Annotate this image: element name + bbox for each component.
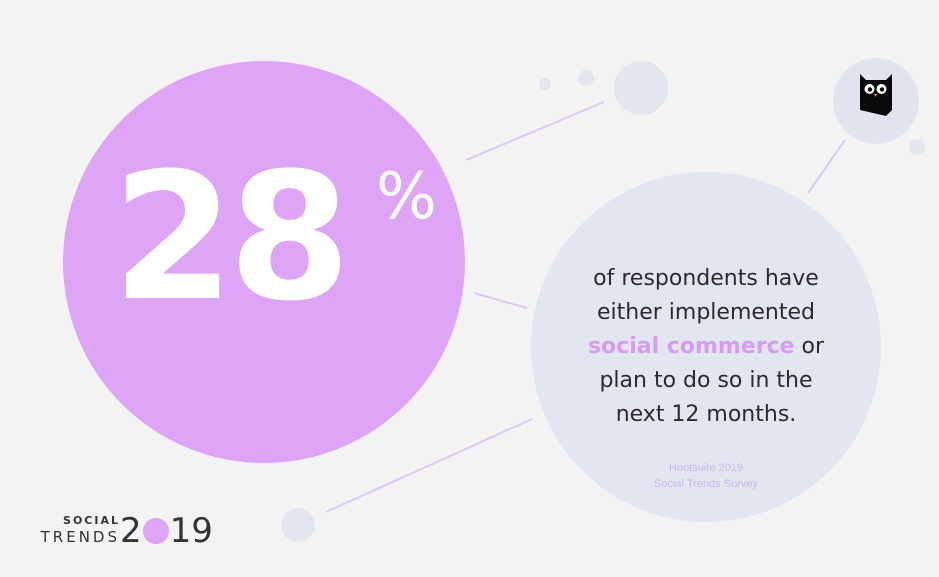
logo-trends-text: TRENDS [40, 528, 120, 546]
info-line-2: either implemented [597, 300, 815, 325]
source-citation: Hootsuite 2019 Social Trends Survey [606, 460, 806, 492]
decor-dot-bottom [281, 508, 315, 542]
decor-dot-large [614, 61, 668, 115]
logo-year: 2 19 [120, 511, 213, 551]
stat-circle [63, 61, 465, 463]
logo-year-dot [142, 518, 169, 544]
logo-year-start: 2 [120, 511, 142, 551]
owl-logo-icon [860, 74, 892, 116]
connector-line-owl [807, 139, 846, 194]
info-line-3-rest: or [794, 334, 825, 359]
source-line-1: Hootsuite 2019 [669, 462, 743, 474]
info-line-1: of respondents have [593, 266, 819, 291]
decor-dot-right [909, 139, 925, 155]
info-line-5: next 12 months. [615, 402, 797, 427]
decor-dot-medium [578, 70, 594, 86]
stat-number: 28 [112, 135, 351, 340]
source-line-2: Social Trends Survey [654, 478, 758, 490]
stat-percent-sign: % [376, 160, 437, 234]
info-bubble [531, 172, 881, 522]
info-text: of respondents have either implemented s… [555, 262, 857, 432]
logo-year-end: 19 [169, 511, 213, 551]
info-line-4: plan to do so in the [599, 368, 813, 393]
highlight-social-commerce: social commerce [587, 334, 795, 359]
info-line-3: social commerce or [555, 330, 857, 364]
decor-dot-small [539, 78, 551, 90]
connector-line-bottom [325, 418, 533, 513]
connector-line-middle [473, 292, 528, 309]
connector-line-top [465, 101, 605, 161]
logo-social-text: SOCIAL [63, 514, 120, 527]
